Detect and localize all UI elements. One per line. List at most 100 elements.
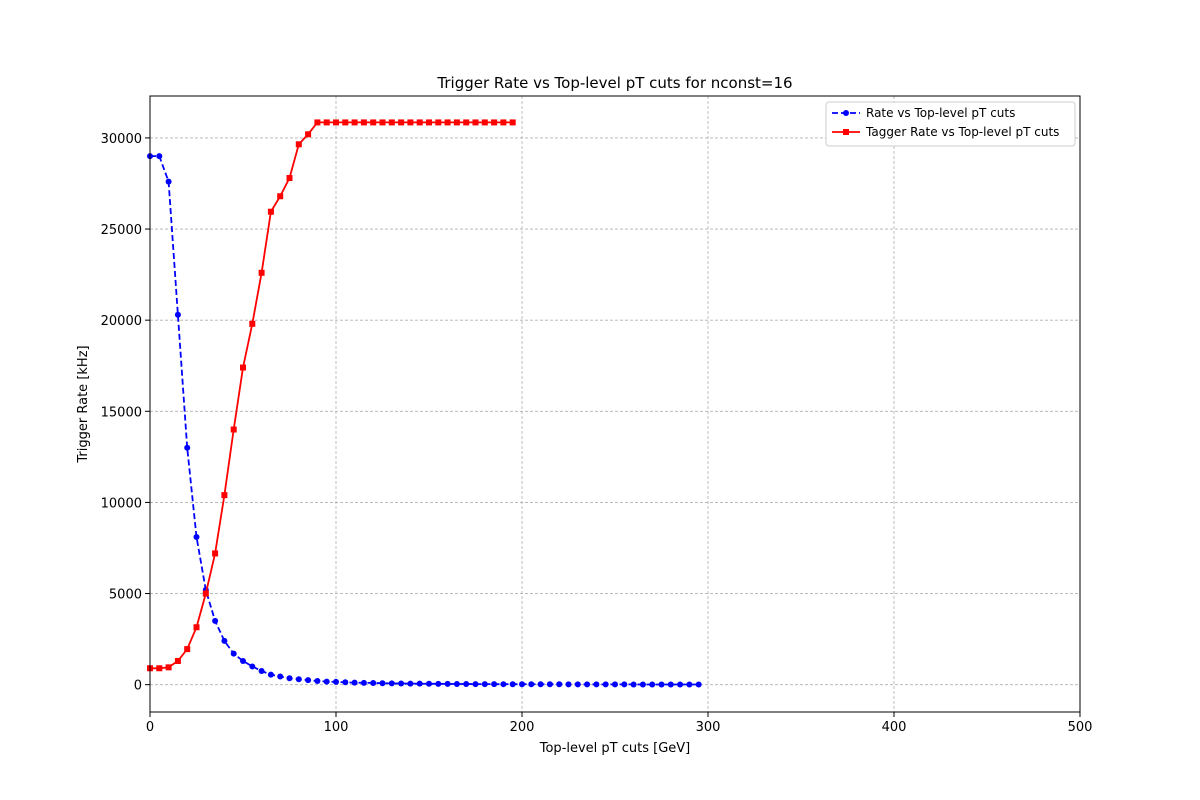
data-point [537,681,544,688]
data-point [267,208,274,215]
data-point [305,131,312,138]
data-point [295,141,302,148]
plot-frame [149,95,1081,713]
data-point [546,681,553,688]
ticks: 0 100 200 300 400 500050001000015000200002500… [101,132,1093,735]
data-point [295,676,302,683]
data-point [416,680,423,687]
data-point [360,679,367,686]
data-point [174,311,181,318]
data-point [240,364,246,371]
data-point [491,681,498,688]
data-point [333,119,339,126]
data-point [156,665,163,672]
data-point [416,119,423,126]
data-point [193,534,200,541]
x-tick-label: 500 [1068,720,1093,735]
series-tagger-rate [147,119,516,672]
data-point [500,681,507,688]
grid [149,96,1081,712]
data-point [677,681,684,688]
data-point [249,320,256,327]
data-point [602,681,609,688]
data-point [370,119,377,126]
data-point [267,671,274,678]
data-point [519,681,525,688]
data-point [165,178,172,185]
data-point [658,681,665,688]
data-point [360,119,367,126]
data-point [314,119,321,126]
data-point [342,119,349,126]
data-point [481,681,488,688]
data-point [500,119,507,126]
data-point [277,673,284,680]
data-point [435,119,442,126]
data-point [305,677,312,684]
legend-label-tagger: Tagger Rate vs Top-level pT cuts [865,125,1059,139]
data-point [407,119,414,126]
data-point [314,678,321,685]
data-point [556,681,563,688]
data-point [612,681,618,688]
legend-box [825,101,1076,147]
data-point [639,681,646,688]
y-tick-label: 30000 [101,132,142,147]
y-tick-label: 25000 [101,223,142,238]
x-axis-label: Top-level pT cuts [GeV] [539,741,691,756]
data-point [202,590,209,597]
data-point [463,681,470,688]
data-point [193,624,200,631]
data-point [584,681,591,688]
legend-marker-tagger [843,129,849,135]
data-point [379,119,386,126]
data-point [174,657,181,664]
data-point [621,681,628,688]
data-point [472,681,479,688]
data-point [370,680,377,687]
data-point [528,681,535,688]
data-point [240,657,246,664]
data-point [212,617,219,624]
y-tick-label: 5000 [109,588,142,603]
data-point [351,679,358,686]
data-point [509,119,516,126]
data-point [230,650,237,657]
data-point [649,681,656,688]
data-point [221,492,228,499]
data-point [342,679,349,686]
y-tick-label: 15000 [101,405,142,420]
data-point [453,680,460,687]
data-point [156,153,163,160]
x-tick-label: 200 [510,720,535,735]
y-tick-label: 0 [134,679,142,694]
data-point [286,675,293,682]
data-point [435,680,442,687]
data-point [565,681,572,688]
data-point [453,119,460,126]
series-line [150,121,513,670]
data-point [258,269,265,276]
data-point [286,175,293,182]
data-point [221,637,228,644]
data-point [491,119,498,126]
y-axis-label: Trigger Rate [kHz] [76,345,91,463]
y-tick-label: 10000 [101,496,142,511]
chart-title: Trigger Rate vs Top-level pT cuts for nc… [436,74,792,92]
data-point [323,678,330,685]
data-point [463,119,470,126]
data-point [165,664,172,671]
data-point [184,646,191,653]
x-tick-label: 400 [882,720,907,735]
data-point [472,119,479,126]
data-point [407,680,414,687]
data-point [230,426,237,433]
data-point [426,680,432,687]
data-point [574,681,581,688]
data-point [630,681,637,688]
legend-marker-rate [843,110,849,116]
series-layer [147,119,702,688]
data-point [426,119,432,126]
data-point [212,550,219,557]
